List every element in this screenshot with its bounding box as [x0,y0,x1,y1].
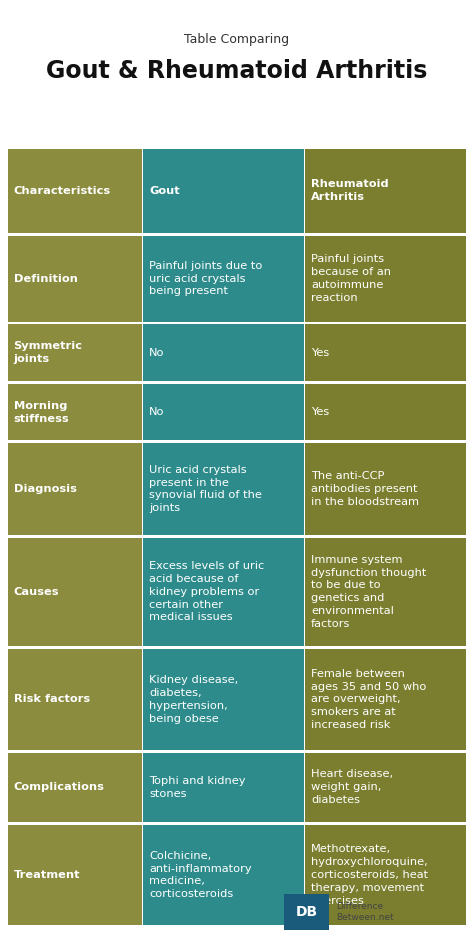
Bar [8,149,142,233]
Text: Uric acid crystals
present in the
synovial fluid of the
joints: Uric acid crystals present in the synovi… [149,465,262,514]
Text: Colchicine,
anti-inflammatory
medicine,
corticosteroids: Colchicine, anti-inflammatory medicine, … [149,851,252,900]
Text: Heart disease,
weight gain,
diabetes: Heart disease, weight gain, diabetes [311,769,393,805]
Text: Female between
ages 35 and 50 who
are overweight,
smokers are at
increased risk: Female between ages 35 and 50 who are ov… [311,669,426,730]
Bar [305,537,466,646]
Text: Immune system
dysfunction thought
to be due to
genetics and
environmental
factor: Immune system dysfunction thought to be … [311,554,426,629]
Bar [144,443,304,534]
Bar [8,443,142,534]
Text: Methotrexate,
hydroxychloroquine,
corticosteroids, heat
therapy, movement
exerci: Methotrexate, hydroxychloroquine, cortic… [311,844,428,905]
Bar [8,537,142,646]
Text: Characteristics: Characteristics [13,185,110,196]
Bar [144,384,304,440]
Text: Painful joints
because of an
autoimmune
reaction: Painful joints because of an autoimmune … [311,254,391,302]
Bar [144,236,304,321]
Bar [305,236,466,321]
Text: No: No [149,407,164,417]
Bar [8,753,142,822]
Bar [305,384,466,440]
Text: Definition: Definition [13,274,77,283]
Bar [8,236,142,321]
Bar [305,753,466,822]
Text: Table Comparing: Table Comparing [184,33,290,47]
Bar [144,324,304,381]
Text: Diagnosis: Diagnosis [13,484,76,494]
Text: The anti-CCP
antibodies present
in the bloodstream: The anti-CCP antibodies present in the b… [311,471,419,507]
Bar [305,324,466,381]
Bar [8,384,142,440]
Text: Rheumatoid
Arthritis: Rheumatoid Arthritis [311,180,389,203]
Text: Risk factors: Risk factors [13,694,90,705]
Bar [305,649,466,750]
Text: Yes: Yes [311,407,329,417]
Bar [144,537,304,646]
Bar [305,149,466,233]
Text: Symmetric
joints: Symmetric joints [13,341,82,364]
Text: Causes: Causes [13,587,59,597]
Text: Difference
Between.net: Difference Between.net [337,902,394,922]
Text: Complications: Complications [13,783,104,792]
Text: Treatment: Treatment [13,870,80,880]
Bar [144,825,304,925]
Bar [305,825,466,925]
Bar [8,825,142,925]
Text: Yes: Yes [311,348,329,358]
Text: Gout: Gout [149,185,180,196]
Bar [144,753,304,822]
Bar [144,149,304,233]
Bar [305,443,466,534]
Text: Painful joints due to
uric acid crystals
being present: Painful joints due to uric acid crystals… [149,261,263,297]
Text: Gout & Rheumatoid Arthritis: Gout & Rheumatoid Arthritis [46,59,428,83]
Bar [8,324,142,381]
Bar [8,649,142,750]
Text: Excess levels of uric
acid because of
kidney problems or
certain other
medical i: Excess levels of uric acid because of ki… [149,561,264,623]
Text: Tophi and kidney
stones: Tophi and kidney stones [149,776,246,799]
Text: Morning
stiffness: Morning stiffness [13,400,69,423]
Text: DB: DB [296,905,318,919]
Bar [144,649,304,750]
Text: No: No [149,348,164,358]
Bar [284,894,329,930]
Text: Kidney disease,
diabetes,
hypertension,
being obese: Kidney disease, diabetes, hypertension, … [149,675,238,724]
